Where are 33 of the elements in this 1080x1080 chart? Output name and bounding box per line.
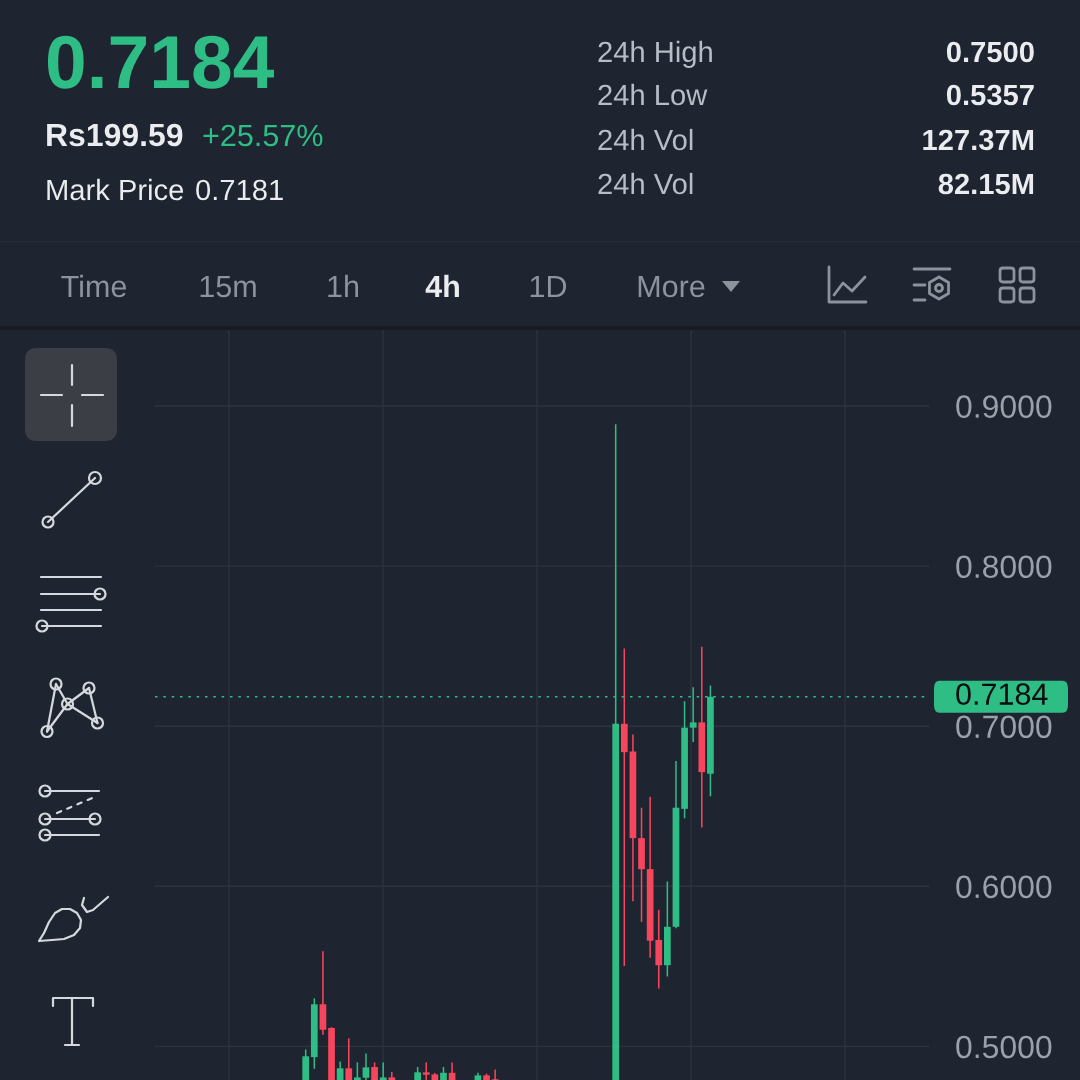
- candlestick: [422, 1061, 430, 1080]
- text: 24h High: [598, 40, 712, 69]
- candlestick: [302, 1048, 310, 1080]
- ref-line-label: 0.7184: [956, 683, 1048, 705]
- candlestick: [345, 1037, 353, 1080]
- candlestick: [388, 1071, 396, 1080]
- text: +25.57%: [203, 124, 323, 147]
- text: 24h Low: [598, 83, 708, 106]
- text: 15m: [200, 275, 256, 298]
- candlestick: [336, 1060, 344, 1080]
- text: 0.5357: [946, 84, 1034, 106]
- text: 24h Vol: [598, 172, 693, 195]
- y-tick-label: 0.7000: [956, 715, 1052, 739]
- text: Mark Price: [47, 178, 184, 201]
- y-tick-label: 0.9000: [956, 395, 1052, 418]
- y-tick-label: 0.6000: [956, 875, 1052, 899]
- text: 1D: [530, 275, 567, 297]
- text: 127.37M: [923, 129, 1034, 151]
- y-tick-label: 0.8000: [956, 555, 1052, 579]
- y-tick-label: 0.5000: [956, 1035, 1052, 1059]
- text: 1h: [328, 274, 359, 297]
- text: 82.15M: [938, 173, 1034, 195]
- text: 0.7500: [946, 41, 1034, 63]
- text: Time: [61, 274, 127, 298]
- text: 4h: [425, 274, 459, 297]
- text: 0.7181: [196, 179, 283, 201]
- text: Rs199.59: [47, 123, 183, 147]
- candlestick: [620, 647, 628, 967]
- text: 24h Vol: [598, 128, 693, 151]
- candlestick: [379, 1061, 387, 1080]
- candlestick: [362, 1052, 370, 1080]
- text: 0.7184: [47, 35, 274, 89]
- text: More: [638, 275, 705, 298]
